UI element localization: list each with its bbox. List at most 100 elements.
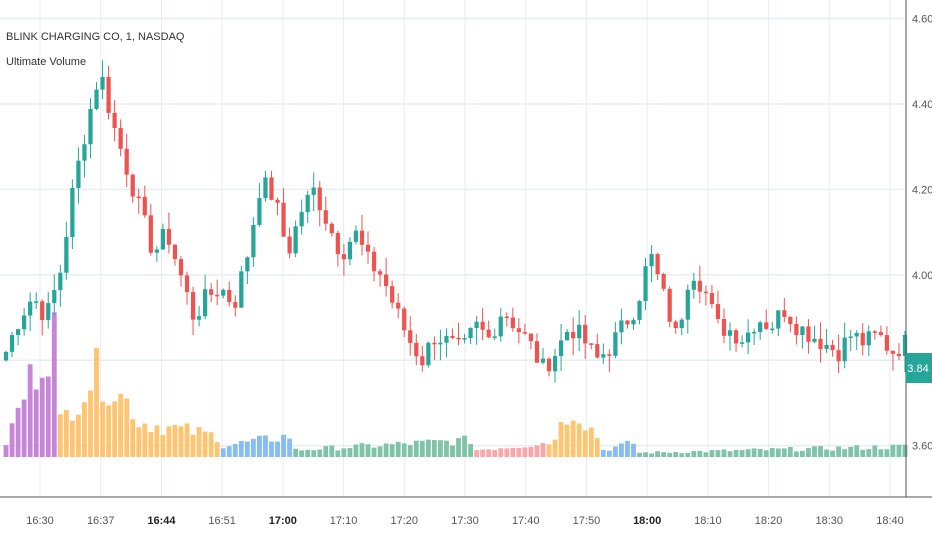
candle-body: [408, 330, 413, 343]
volume-bar: [244, 441, 250, 457]
volume-bar: [154, 425, 160, 457]
candle: [275, 197, 280, 216]
candle: [504, 312, 509, 327]
candle-body: [341, 254, 346, 260]
volume-bar: [88, 390, 93, 457]
volume-bar: [438, 440, 443, 457]
candle-body: [872, 331, 877, 333]
candle-body: [806, 326, 811, 342]
volume-bar: [419, 440, 425, 457]
candle: [335, 230, 340, 267]
candle: [691, 272, 696, 299]
candle: [154, 246, 159, 262]
candle: [438, 329, 443, 361]
volume-bar: [172, 424, 178, 457]
candle: [88, 98, 93, 159]
candle: [130, 173, 135, 203]
volume-bar: [401, 443, 407, 457]
volume-bar: [619, 443, 624, 457]
candle: [444, 328, 449, 358]
candle-body: [818, 338, 823, 349]
candle: [625, 320, 630, 329]
y-tick-label: 4.60: [912, 14, 932, 26]
volume-bar: [232, 443, 238, 457]
candle-body: [209, 289, 214, 295]
candle-body: [902, 335, 908, 357]
volume-bar: [76, 414, 81, 457]
volume-bar: [582, 430, 588, 457]
volume-bar: [450, 445, 455, 457]
candle-body: [884, 335, 889, 351]
volume-bar: [323, 446, 329, 457]
candle: [800, 326, 805, 349]
volume-bar: [643, 452, 648, 457]
candle-body: [172, 244, 178, 260]
volume-bar: [824, 449, 829, 457]
volume-bar: [82, 402, 87, 457]
volume-bar: [860, 449, 866, 457]
candle-body: [619, 320, 624, 333]
volume-bar: [552, 439, 558, 457]
candle-body: [112, 112, 117, 129]
volume-bar: [226, 446, 232, 457]
volume-bar: [347, 448, 353, 457]
candle-body: [450, 335, 455, 338]
candle: [860, 323, 865, 356]
candle: [739, 335, 745, 348]
candle-body: [384, 274, 389, 287]
candle-body: [685, 289, 690, 320]
candle-body: [444, 335, 449, 343]
candle: [390, 280, 395, 309]
candle: [172, 244, 178, 266]
candle: [76, 147, 81, 204]
y-tick-label: 4.40: [912, 99, 932, 111]
last-price-badge-bg: [906, 353, 932, 383]
volume-bar: [812, 446, 817, 457]
volume-bar: [166, 426, 172, 457]
candle-body: [552, 356, 558, 372]
volume-bar: [57, 414, 63, 457]
candle: [384, 258, 389, 297]
candle-body: [377, 271, 383, 275]
volume-bar: [250, 438, 256, 457]
candle-body: [305, 194, 310, 213]
x-tick-label: 17:10: [330, 515, 358, 527]
volume-bar: [383, 443, 389, 457]
candle: [498, 308, 503, 342]
candle-body: [221, 289, 226, 296]
volume-bar: [830, 450, 835, 457]
volume-bar: [160, 434, 166, 457]
candle-body: [848, 336, 853, 338]
candle-body: [661, 274, 666, 289]
candle: [661, 272, 666, 292]
volume-bar: [214, 442, 220, 457]
candle-body: [323, 210, 328, 224]
candle: [673, 319, 678, 334]
candle-body: [22, 315, 27, 330]
volume-layer: [3, 312, 908, 457]
volume-bar: [649, 453, 654, 457]
candle: [269, 170, 274, 201]
volume-bar: [263, 435, 268, 457]
candle: [136, 188, 141, 214]
candle-body: [329, 223, 334, 234]
volume-bar: [522, 447, 528, 457]
candle-body: [534, 341, 540, 363]
grid-layer: [0, 0, 905, 497]
candle: [607, 349, 612, 373]
volume-bar: [600, 449, 606, 457]
volume-bar: [504, 448, 510, 457]
candle-body: [148, 215, 153, 253]
candle: [486, 320, 491, 339]
candle-body: [607, 354, 612, 356]
volume-bar: [480, 449, 486, 457]
candle-body: [613, 332, 618, 356]
candle-body: [142, 196, 147, 216]
x-tick-label: 17:40: [512, 515, 540, 527]
candle-body: [715, 304, 721, 319]
candle: [854, 330, 859, 351]
candle-body: [420, 356, 425, 366]
candle-body: [752, 331, 757, 334]
candle-body: [88, 108, 93, 145]
candle: [263, 170, 268, 202]
